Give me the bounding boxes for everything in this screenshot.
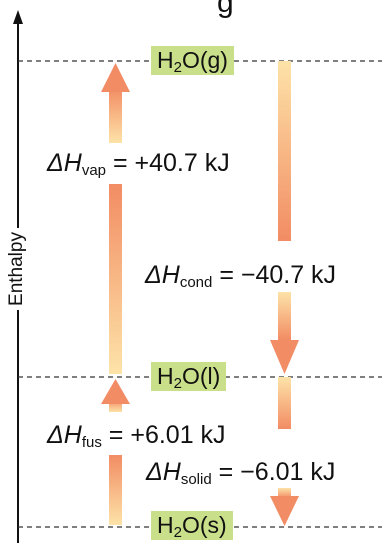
axis-arrowhead <box>13 10 23 24</box>
formula-base: H <box>157 363 174 389</box>
formula-sub: 2 <box>173 375 182 393</box>
arrow-cond-head <box>270 340 299 374</box>
arrow-vap-shaft-lower <box>109 184 122 374</box>
axis-label: Enthalpy <box>5 228 28 310</box>
formula-tail: O(l) <box>181 363 221 389</box>
delta-value: = −40.7 kJ <box>219 261 337 289</box>
level-label-gas: H2O(g) <box>151 46 234 75</box>
label-solid: ΔHsolid = −6.01 kJ <box>146 458 336 489</box>
delta-symbol: ΔH <box>146 458 181 486</box>
arrow-vap-shaft-upper <box>109 88 122 143</box>
arrow-fus-head <box>101 379 130 404</box>
arrow-cond-shaft-lower <box>278 292 291 340</box>
label-vap: ΔHvap = +40.7 kJ <box>47 149 230 180</box>
delta-symbol: ΔH <box>145 261 180 289</box>
delta-sub: vap <box>81 162 107 180</box>
delta-symbol: ΔH <box>47 149 82 177</box>
arrow-vap-head <box>101 63 130 92</box>
delta-value: = −6.01 kJ <box>218 458 336 486</box>
delta-sub: cond <box>179 274 213 292</box>
heading-fragment: g <box>217 0 234 19</box>
level-label-solid: H2O(s) <box>151 511 233 540</box>
delta-value: = +40.7 kJ <box>112 149 230 177</box>
arrow-cond-shaft-upper <box>278 61 291 241</box>
formula-sub: 2 <box>173 524 182 542</box>
formula-tail: O(g) <box>181 47 228 73</box>
formula-sub: 2 <box>173 59 182 77</box>
formula-base: H <box>157 512 174 538</box>
delta-sub: fus <box>81 434 102 452</box>
arrow-fus-shaft-lower <box>109 455 122 525</box>
level-label-liquid: H2O(l) <box>151 362 227 393</box>
arrow-solid-shaft-upper <box>278 377 291 429</box>
delta-symbol: ΔH <box>47 421 82 449</box>
delta-sub: solid <box>180 471 212 489</box>
arrow-solid-shaft-lower <box>278 488 291 498</box>
arrow-solid-head <box>270 496 299 526</box>
delta-value: = +6.01 kJ <box>108 421 226 449</box>
formula-tail: O(s) <box>181 512 227 538</box>
formula-base: H <box>157 47 174 73</box>
label-fus: ΔHfus = +6.01 kJ <box>47 421 226 452</box>
label-cond: ΔHcond = −40.7 kJ <box>145 261 337 292</box>
